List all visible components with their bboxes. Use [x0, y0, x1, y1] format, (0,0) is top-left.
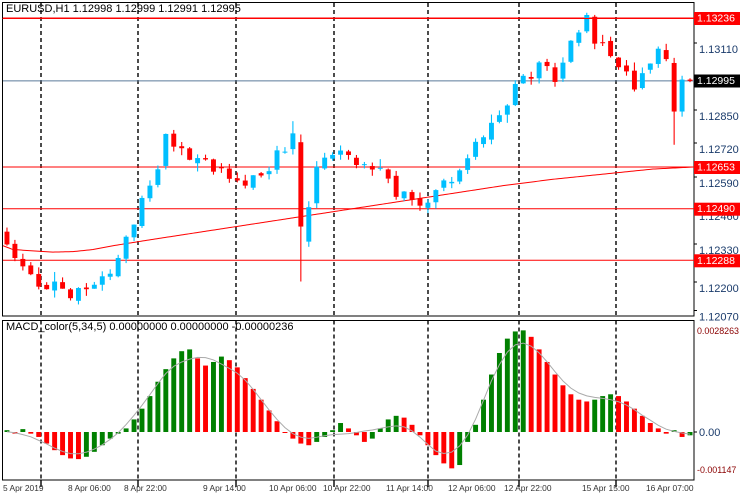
svg-text:5 Apr 2019: 5 Apr 2019: [3, 483, 44, 493]
svg-text:10 Apr 06:00: 10 Apr 06:00: [269, 483, 317, 493]
svg-text:1.12070: 1.12070: [699, 312, 739, 324]
svg-text:1.12653: 1.12653: [697, 162, 735, 174]
svg-text:8 Apr 22:00: 8 Apr 22:00: [124, 483, 167, 493]
svg-text:1.12850: 1.12850: [699, 111, 739, 123]
svg-text:1.12720: 1.12720: [699, 144, 739, 156]
svg-text:11 Apr 14:00: 11 Apr 14:00: [386, 483, 433, 493]
svg-text:12 Apr 06:00: 12 Apr 06:00: [448, 483, 496, 493]
svg-text:0.00: 0.00: [699, 427, 720, 439]
svg-text:16 Apr 07:00: 16 Apr 07:00: [646, 483, 694, 493]
svg-text:1.12995: 1.12995: [697, 75, 735, 87]
svg-text:12 Apr 22:00: 12 Apr 22:00: [504, 483, 552, 493]
svg-text:1.13110: 1.13110: [699, 44, 738, 56]
svg-text:1.12490: 1.12490: [697, 203, 735, 215]
svg-text:10 Apr 22:00: 10 Apr 22:00: [323, 483, 371, 493]
svg-text:0.0028263: 0.0028263: [697, 326, 739, 336]
svg-text:1.12288: 1.12288: [697, 255, 735, 267]
svg-text:EURUSD,H1 1.12998 1.12999 1.: EURUSD,H1 1.12998 1.12999 1.12991 1.1299…: [6, 3, 241, 15]
svg-text:1.12590: 1.12590: [699, 178, 739, 190]
svg-text:9 Apr 14:00: 9 Apr 14:00: [203, 483, 246, 493]
svg-text:1.12200: 1.12200: [699, 283, 739, 295]
svg-text:15 Apr 15:00: 15 Apr 15:00: [582, 483, 630, 493]
svg-text:1.13236: 1.13236: [697, 13, 735, 25]
svg-text:MACD_color(5,34,5) 0.00000000: MACD_color(5,34,5) 0.00000000 0.00000000…: [6, 321, 293, 333]
svg-text:8 Apr 06:00: 8 Apr 06:00: [68, 483, 111, 493]
svg-text:-0.001147: -0.001147: [697, 465, 736, 475]
